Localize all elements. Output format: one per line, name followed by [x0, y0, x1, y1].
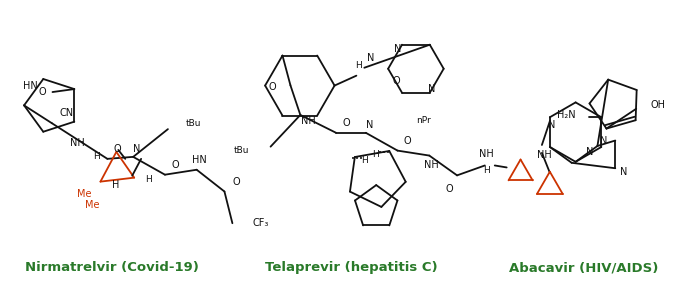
Text: Me: Me [77, 188, 92, 198]
Text: H: H [355, 61, 362, 70]
Text: N: N [586, 147, 593, 157]
Text: •••: ••• [351, 156, 363, 162]
Text: nPr: nPr [416, 116, 430, 125]
Text: N: N [600, 136, 607, 146]
Text: O: O [269, 82, 276, 92]
Text: O: O [171, 160, 178, 170]
Text: Nirmatrelvir (Covid-19): Nirmatrelvir (Covid-19) [25, 261, 199, 274]
Text: N: N [366, 120, 374, 130]
Text: N: N [394, 44, 402, 54]
Text: NH: NH [480, 149, 494, 158]
Text: O: O [113, 144, 121, 154]
Text: NH: NH [301, 116, 316, 126]
Text: NH: NH [424, 160, 439, 170]
Text: H: H [361, 156, 368, 166]
Text: tBu: tBu [186, 119, 202, 128]
Text: O: O [404, 136, 412, 146]
Text: tBu: tBu [233, 146, 248, 155]
Text: N: N [428, 84, 435, 94]
Text: O: O [445, 184, 453, 194]
Text: Telaprevir (hepatitis C): Telaprevir (hepatitis C) [265, 261, 438, 274]
Text: H: H [93, 152, 100, 161]
Text: CN: CN [60, 108, 74, 118]
Text: H: H [484, 166, 490, 175]
Text: Me: Me [85, 200, 100, 210]
Text: Abacavir (HIV/AIDS): Abacavir (HIV/AIDS) [510, 261, 659, 274]
Text: O: O [392, 76, 400, 86]
Text: N: N [367, 53, 374, 63]
Text: HN: HN [193, 155, 207, 165]
Text: N: N [548, 120, 556, 130]
Text: OH: OH [650, 100, 665, 110]
Text: H: H [145, 175, 151, 184]
Text: CF₃: CF₃ [252, 218, 269, 228]
Text: O: O [232, 177, 240, 187]
Text: N: N [620, 167, 627, 177]
Text: N: N [134, 144, 141, 154]
Text: •••: ••• [378, 150, 391, 156]
Text: H₂N: H₂N [557, 110, 575, 120]
Text: O: O [342, 118, 350, 128]
Text: NH: NH [70, 138, 85, 148]
Text: H: H [112, 180, 119, 190]
Text: O: O [38, 87, 46, 97]
Text: H: H [372, 150, 379, 159]
Text: HN: HN [22, 81, 37, 91]
Text: NH: NH [536, 150, 552, 160]
